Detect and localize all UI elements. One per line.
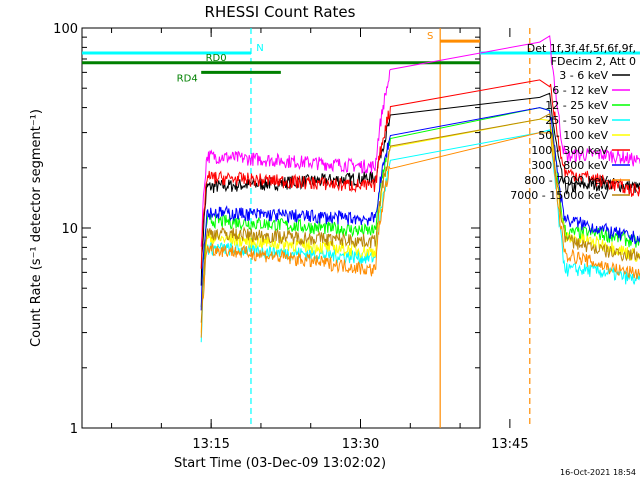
y-axis-ticks: 1 10 100 — [53, 22, 480, 437]
series-line — [200, 112, 640, 323]
y-tick-label: 10 — [61, 222, 78, 237]
legend-label: 50 - 100 keV — [538, 129, 608, 142]
series-line — [200, 132, 640, 338]
series-line — [200, 35, 640, 247]
series-line — [200, 79, 640, 269]
x-tick-label: 13:45 — [491, 437, 528, 452]
legend-label: 800 - 7000 keV — [524, 174, 608, 187]
chart-title: RHESSI Count Rates — [205, 3, 356, 21]
series-line — [200, 118, 640, 333]
annotation-label-s: S — [427, 31, 433, 42]
x-axis-label: Start Time (03-Dec-09 13:02:02) — [174, 456, 386, 471]
legend-header: Det 1f,3f,4f,5f,6f,9f, — [527, 42, 636, 55]
legend-label: 7000 - 15000 keV — [510, 189, 608, 202]
y-tick-label: 100 — [53, 22, 78, 37]
legend-label: 12 - 25 keV — [545, 99, 608, 112]
x-tick-label: 13:30 — [342, 437, 379, 452]
legend: Det 1f,3f,4f,5f,6f,9f,FDecim 2, Att 03 -… — [510, 42, 636, 202]
plot-frame — [81, 27, 481, 429]
y-tick-label: 1 — [70, 422, 78, 437]
annotation-label-rd0: RD0 — [206, 53, 227, 64]
legend-label: 25 - 50 keV — [545, 114, 608, 127]
annotation-label-rd4: RD4 — [177, 73, 198, 84]
annotation-label-n: N — [256, 43, 263, 54]
legend-header: FDecim 2, Att 0 — [551, 55, 636, 68]
data-series — [200, 35, 640, 343]
footer-timestamp: 16-Oct-2021 18:54 — [560, 468, 636, 477]
attenuator-annotations: N RD0 RD4 S — [82, 31, 640, 84]
y-axis-label: Count Rate (s⁻¹ detector segment⁻¹) — [29, 109, 44, 347]
legend-label: 100 - 300 keV — [531, 144, 608, 157]
series-line — [200, 107, 640, 311]
legend-label: 300 - 800 keV — [531, 159, 608, 172]
legend-label: 6 - 12 keV — [552, 84, 608, 97]
x-tick-label: 13:15 — [192, 437, 229, 452]
legend-label: 3 - 6 keV — [559, 69, 608, 82]
